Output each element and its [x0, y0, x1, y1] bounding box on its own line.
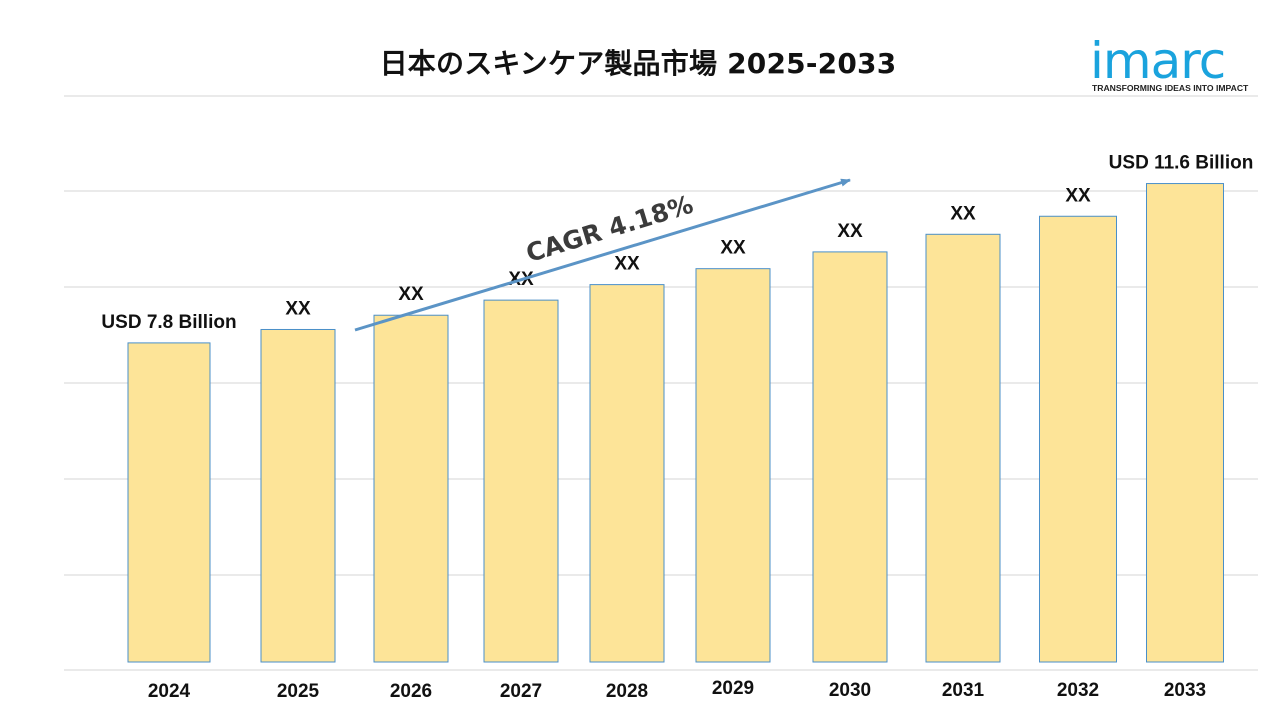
cagr-arrow	[354, 178, 851, 332]
data-labels: USD 7.8 BillionXXXXXXXXXXXXXXXXUSD 11.6 …	[101, 153, 1253, 333]
data-label-2029: XX	[720, 238, 746, 259]
data-label-2032: XX	[1065, 185, 1091, 206]
x-axis-tick-labels: 2024 2025 2026 2027 2028 2029 2030 2031 2032 2033	[148, 678, 1206, 702]
x-tick-label-2026: 2026	[390, 681, 432, 702]
x-tick-label-2033: 2033	[1164, 680, 1206, 701]
bar-2028	[589, 284, 665, 663]
x-tick-label-2027: 2027	[500, 681, 542, 702]
bar-2026	[373, 314, 449, 663]
bar-2024	[127, 342, 211, 663]
x-tick-label-2024: 2024	[148, 681, 191, 702]
x-tick-label-2029: 2029	[712, 678, 754, 699]
bar-2030	[812, 251, 888, 663]
logo-wordmark: imarc	[1090, 32, 1226, 90]
x-tick-label-2030: 2030	[829, 680, 871, 701]
data-label-2031: XX	[950, 203, 976, 224]
data-label-2026: XX	[398, 284, 424, 305]
bar-2032	[1039, 215, 1117, 663]
bar-2031	[925, 233, 1001, 663]
bar-2027	[483, 299, 559, 663]
bar-2029	[695, 268, 771, 663]
data-label-2025: XX	[285, 298, 311, 319]
data-label-2028: XX	[614, 254, 640, 275]
imarc-logo: imarc TRANSFORMING IDEAS INTO IMPACT	[1090, 20, 1262, 96]
logo-tagline: TRANSFORMING IDEAS INTO IMPACT	[1092, 83, 1249, 93]
bar-2033	[1146, 183, 1224, 663]
bars	[127, 183, 1224, 663]
data-label-2030: XX	[837, 221, 863, 242]
data-label-2033: USD 11.6 Billion	[1109, 153, 1254, 174]
x-tick-label-2032: 2032	[1057, 680, 1099, 701]
x-tick-label-2028: 2028	[606, 681, 648, 702]
x-tick-label-2031: 2031	[942, 680, 985, 701]
x-tick-label-2025: 2025	[277, 681, 320, 702]
data-label-2024: USD 7.8 Billion	[101, 312, 236, 333]
chart-title: 日本のスキンケア製品市場 2025-2033	[379, 47, 897, 80]
bar-2025	[260, 328, 336, 663]
cagr-label: CAGR 4.18%	[523, 190, 697, 268]
